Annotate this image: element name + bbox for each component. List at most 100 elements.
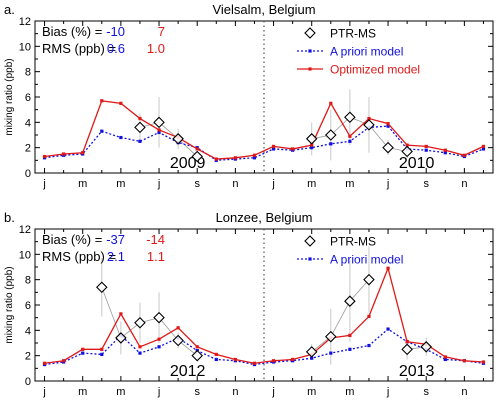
ptrms-point — [363, 119, 375, 131]
y-tick-label: 8 — [25, 275, 31, 287]
optimized-point — [252, 153, 257, 157]
ptrms-point — [191, 150, 203, 163]
apriori-bias-value: -37 — [106, 232, 125, 247]
apriori-point — [310, 146, 314, 150]
x-tick-label: m — [345, 178, 354, 190]
apriori-rms-value: 0.6 — [107, 41, 125, 56]
ptrms-point — [305, 346, 318, 358]
y-axis-label: mixing ratio (ppb) — [4, 266, 15, 343]
optimized-point — [100, 347, 104, 351]
apriori-point — [443, 151, 447, 155]
apriori-point — [157, 130, 161, 135]
ptrms-point — [344, 111, 356, 124]
x-tick-label: s — [423, 178, 429, 190]
optimized-point — [348, 134, 352, 138]
ptrms-point — [325, 129, 337, 141]
y-tick-label: 2 — [25, 143, 31, 155]
ptrms-point — [363, 273, 375, 286]
chart-panel-1: b. Lonzee, Belgium 0 2 4 6 8 10 12 mixing ratio (… — [4, 210, 494, 398]
optimized-point — [271, 144, 276, 148]
optimized-point — [176, 326, 180, 330]
optimized-point — [405, 340, 409, 344]
x-tick-label: n — [461, 178, 467, 190]
y-tick-label: 10 — [19, 249, 31, 261]
optimized-point — [367, 116, 371, 121]
apriori-point — [100, 352, 104, 356]
ptrms-point — [172, 334, 184, 347]
optimized-point — [138, 345, 142, 349]
optimized-point — [157, 337, 161, 341]
optimized-point — [81, 151, 85, 155]
ptrms-point — [96, 281, 108, 294]
legend-apriori-marker — [308, 257, 312, 261]
optimized-point — [119, 312, 123, 316]
panel-label: a. — [4, 2, 15, 17]
apriori-point — [443, 357, 447, 362]
optimized-point — [233, 357, 237, 362]
optimized-point — [157, 128, 161, 132]
x-tick-label: j — [386, 386, 389, 398]
ptrms-point — [420, 341, 432, 353]
x-tick-label: m — [78, 178, 87, 190]
optimized-point — [62, 152, 66, 156]
optimized-point — [291, 357, 295, 362]
optimized-point — [310, 143, 314, 147]
x-tick-label: j — [157, 178, 160, 190]
ptrms-line-segment — [330, 116, 351, 136]
y-tick-label: 4 — [25, 325, 31, 337]
apriori-point — [214, 357, 218, 362]
optimized-point — [81, 347, 85, 351]
bias-label: Bias (%) = — [42, 232, 102, 247]
y-tick-label: 12 — [19, 16, 31, 28]
apriori-point — [424, 148, 428, 152]
x-tick-label: s — [194, 386, 200, 398]
y-tick-label: 0 — [25, 376, 31, 388]
panel-title: Lonzee, Belgium — [216, 210, 313, 225]
ptrms-line-segment — [158, 317, 179, 341]
legend-label: Optimized model — [330, 63, 420, 77]
optimized-point — [62, 359, 66, 363]
legend-label: PTR-MS — [330, 27, 376, 41]
optimized-rms-value: 1.1 — [147, 249, 165, 264]
ptrms-point — [344, 295, 356, 307]
ptrms-line-segment — [368, 124, 389, 148]
ptrms-point — [382, 141, 394, 154]
legend-ptrms-symbol — [304, 235, 316, 247]
apriori-point — [138, 139, 142, 143]
x-tick-label: n — [232, 178, 238, 190]
apriori-point — [252, 156, 257, 160]
ptrms-point — [134, 121, 146, 134]
optimized-bias-value: 7 — [158, 24, 165, 39]
apriori-point — [367, 343, 371, 348]
optimized-point — [233, 156, 237, 160]
optimized-point — [195, 345, 199, 349]
apriori-point — [100, 129, 104, 133]
y-tick-label: 6 — [25, 92, 31, 104]
ptrms-line-segment — [101, 287, 122, 339]
ptrms-point — [134, 316, 146, 329]
apriori-bias-value: -10 — [106, 24, 125, 39]
ptrms-point — [401, 145, 413, 158]
optimized-point — [291, 147, 295, 151]
optimized-point — [386, 266, 390, 270]
ptrms-point — [115, 332, 127, 344]
optimized-point — [42, 154, 47, 159]
apriori-point — [271, 147, 276, 151]
ptrms-line-segment — [330, 301, 351, 337]
apriori-point — [157, 345, 161, 349]
optimized-point — [195, 147, 199, 151]
optimized-point — [214, 352, 218, 356]
optimized-rms-value: 1.0 — [147, 41, 165, 56]
optimized-point — [462, 359, 466, 363]
bias-label: Bias (%) = — [42, 24, 102, 39]
chart-panel-0: a. Vielsalm, Belgium 0 2 4 6 8 10 12 mixing ratio… — [4, 2, 494, 190]
optimized-point — [386, 122, 390, 126]
legend-apriori-marker — [308, 49, 312, 53]
optimized-point — [462, 153, 466, 157]
optimized-line — [44, 100, 484, 160]
legend-ptrms-symbol — [304, 27, 316, 39]
year-label: 2010 — [399, 155, 435, 172]
x-tick-label: j — [271, 386, 274, 398]
optimized-line — [44, 266, 484, 364]
optimized-point — [348, 333, 352, 337]
